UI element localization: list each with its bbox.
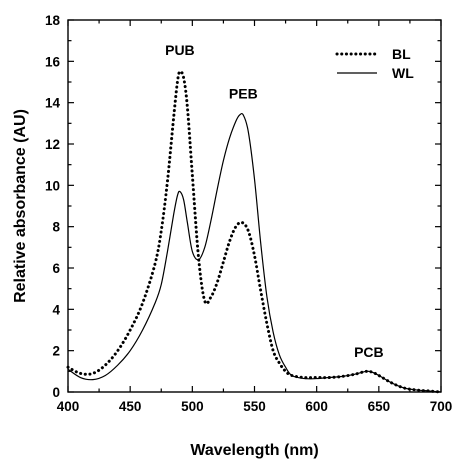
y-tick-label: 2: [52, 344, 60, 359]
plot-frame: [67, 19, 442, 393]
legend-label-wl: WL: [392, 65, 414, 81]
annotation-pub: PUB: [165, 42, 195, 58]
y-tick-label: 12: [45, 137, 60, 152]
x-tick-label: 450: [119, 399, 142, 414]
x-tick-label: 700: [430, 399, 453, 414]
legend-label-bl: BL: [392, 46, 411, 62]
x-tick-label: 600: [305, 399, 328, 414]
annotation-pcb: PCB: [354, 344, 384, 360]
y-axis-label: Relative absorbance (AU): [12, 109, 29, 303]
y-tick-label: 16: [45, 54, 61, 69]
y-tick-label: 6: [52, 261, 60, 276]
series-wl-line: [67, 112, 442, 393]
annotation-peb: PEB: [229, 86, 258, 102]
plot-area: 400 450 500 550 600 650 700 0 2 4 6 8 10 12 14 16 18 Wave…: [12, 13, 452, 459]
y-tick-label: 8: [52, 220, 60, 235]
x-tick-label: 400: [57, 399, 80, 414]
y-tick-label: 14: [45, 96, 61, 111]
y-tick-label: 10: [45, 178, 60, 193]
y-tick-label: 4: [52, 302, 60, 317]
x-tick-label: 500: [181, 399, 204, 414]
x-tick-label: 550: [243, 399, 266, 414]
y-tick-label: 18: [45, 13, 61, 28]
y-tick-label: 0: [52, 385, 60, 400]
x-axis-label: Wavelength (nm): [190, 442, 318, 459]
x-tick-label: 650: [368, 399, 391, 414]
series-bl-line: [66, 70, 443, 394]
